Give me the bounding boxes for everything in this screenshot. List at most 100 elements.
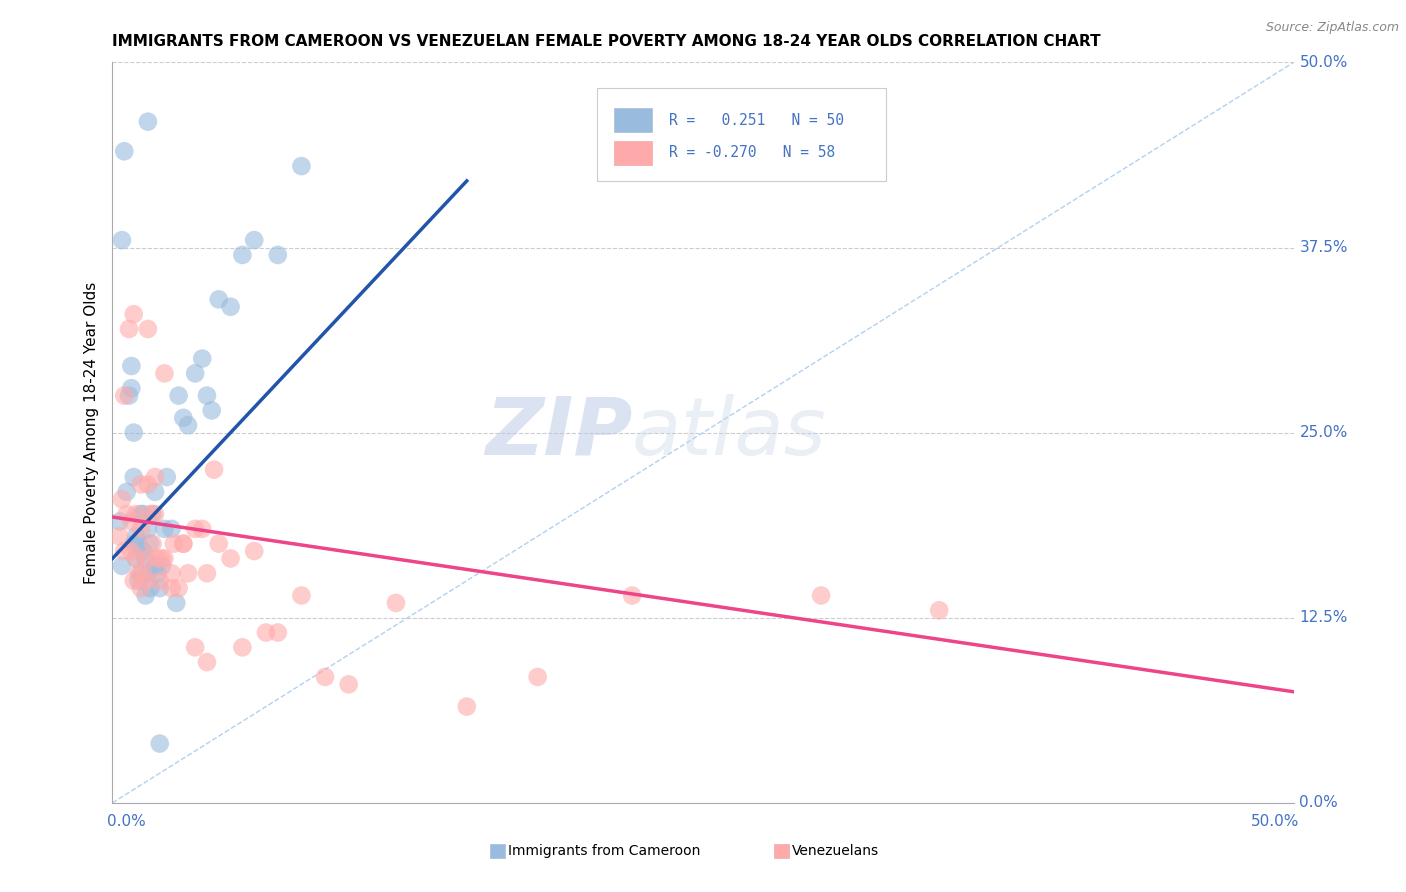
Point	[129, 477, 152, 491]
Text: 25.0%: 25.0%	[1299, 425, 1348, 440]
Point	[127, 536, 149, 550]
Point	[122, 307, 145, 321]
Text: 0.0%: 0.0%	[107, 814, 145, 829]
Point	[129, 507, 152, 521]
Point	[267, 248, 290, 262]
Text: R =   0.251   N = 50: R = 0.251 N = 50	[669, 112, 844, 128]
Point	[136, 551, 159, 566]
Y-axis label: Female Poverty Among 18-24 Year Olds: Female Poverty Among 18-24 Year Olds	[83, 282, 98, 583]
Point	[125, 529, 148, 543]
Point	[120, 381, 142, 395]
Point	[142, 507, 165, 521]
Point	[219, 300, 242, 314]
Point	[177, 418, 200, 433]
Text: 37.5%: 37.5%	[1299, 240, 1348, 255]
Point	[136, 114, 159, 128]
Point	[195, 388, 218, 402]
Point	[120, 544, 142, 558]
Text: 50.0%: 50.0%	[1299, 55, 1348, 70]
Point	[120, 515, 142, 529]
Point	[118, 322, 141, 336]
FancyBboxPatch shape	[614, 141, 652, 165]
Point	[219, 551, 242, 566]
FancyBboxPatch shape	[491, 844, 505, 857]
Point	[167, 388, 190, 402]
Point	[146, 551, 169, 566]
Point	[143, 558, 166, 573]
Point	[153, 522, 176, 536]
Point	[243, 544, 266, 558]
Point	[112, 145, 135, 159]
Point	[111, 492, 134, 507]
FancyBboxPatch shape	[614, 108, 652, 132]
Point	[163, 536, 186, 550]
Point	[202, 462, 225, 476]
Text: 50.0%: 50.0%	[1251, 814, 1299, 829]
Point	[195, 566, 218, 581]
Point	[122, 574, 145, 588]
FancyBboxPatch shape	[773, 844, 789, 857]
Point	[136, 477, 159, 491]
Point	[129, 522, 152, 536]
Text: Source: ZipAtlas.com: Source: ZipAtlas.com	[1265, 21, 1399, 34]
Point	[290, 159, 312, 173]
Point	[153, 367, 176, 381]
Point	[136, 566, 159, 581]
Point	[118, 388, 141, 402]
Point	[135, 574, 157, 588]
Point	[314, 670, 336, 684]
Point	[122, 536, 145, 550]
Point	[127, 574, 149, 588]
Point	[184, 640, 207, 655]
Text: atlas: atlas	[633, 393, 827, 472]
Point	[208, 293, 231, 307]
Point	[129, 566, 152, 581]
Point	[108, 529, 131, 543]
Point	[160, 581, 183, 595]
Point	[136, 522, 159, 536]
Text: 12.5%: 12.5%	[1299, 610, 1348, 625]
Point	[184, 522, 207, 536]
Point	[165, 596, 187, 610]
Point	[120, 359, 142, 373]
Point	[160, 566, 183, 581]
FancyBboxPatch shape	[596, 88, 886, 181]
Point	[172, 536, 194, 550]
Point	[132, 507, 155, 521]
Text: IMMIGRANTS FROM CAMEROON VS VENEZUELAN FEMALE POVERTY AMONG 18-24 YEAR OLDS CORR: IMMIGRANTS FROM CAMEROON VS VENEZUELAN F…	[112, 34, 1101, 49]
Point	[254, 625, 277, 640]
Point	[129, 581, 152, 595]
Point	[125, 551, 148, 566]
Point	[142, 536, 165, 550]
Point	[172, 536, 194, 550]
Point	[337, 677, 360, 691]
Text: Venezuelans: Venezuelans	[792, 844, 879, 858]
Point	[146, 566, 169, 581]
Point	[456, 699, 478, 714]
Point	[112, 388, 135, 402]
Point	[149, 737, 172, 751]
Point	[195, 655, 218, 669]
Point	[172, 410, 194, 425]
Point	[928, 603, 950, 617]
Point	[115, 507, 138, 521]
Text: Immigrants from Cameroon: Immigrants from Cameroon	[508, 844, 700, 858]
Point	[111, 233, 134, 247]
Text: 0.0%: 0.0%	[1299, 796, 1339, 810]
Point	[112, 544, 135, 558]
Point	[231, 640, 253, 655]
Point	[125, 551, 148, 566]
Point	[177, 566, 200, 581]
Point	[149, 574, 172, 588]
Point	[526, 670, 548, 684]
Point	[191, 351, 214, 366]
Point	[156, 470, 179, 484]
Point	[125, 507, 148, 521]
Point	[184, 367, 207, 381]
Point	[150, 551, 173, 566]
Point	[201, 403, 224, 417]
Point	[385, 596, 408, 610]
Point	[143, 470, 166, 484]
Point	[208, 536, 231, 550]
Point	[139, 581, 162, 595]
